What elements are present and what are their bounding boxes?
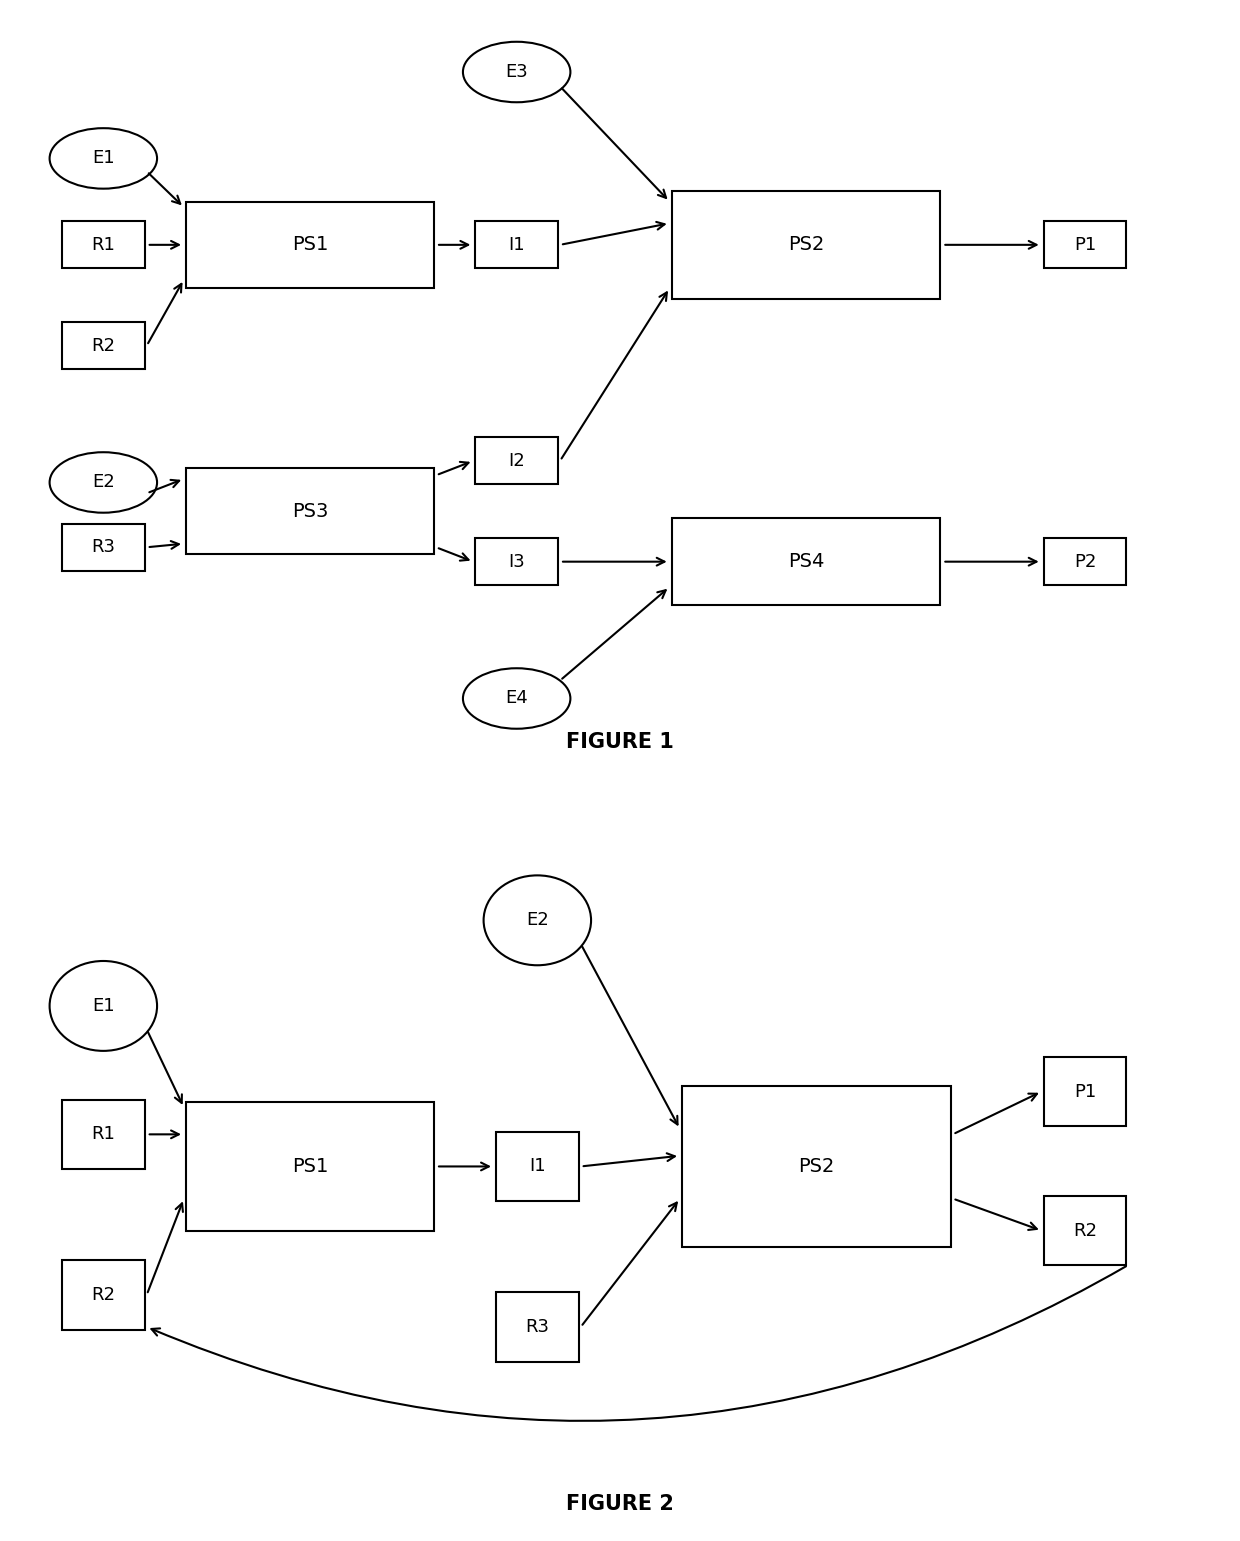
Text: PS3: PS3: [291, 502, 329, 521]
Ellipse shape: [50, 128, 157, 188]
Text: R1: R1: [92, 236, 115, 254]
Bar: [682, 1086, 951, 1247]
Text: PS4: PS4: [787, 552, 825, 572]
Bar: [475, 538, 558, 586]
Ellipse shape: [463, 669, 570, 729]
Text: E2: E2: [92, 473, 115, 492]
Bar: [62, 322, 145, 368]
Bar: [1044, 1196, 1126, 1265]
Text: E1: E1: [92, 997, 114, 1016]
Bar: [62, 1261, 145, 1330]
Text: R1: R1: [92, 1125, 115, 1143]
Text: I1: I1: [529, 1157, 546, 1176]
Text: PS1: PS1: [291, 236, 329, 254]
Bar: [1044, 538, 1126, 586]
Bar: [672, 191, 940, 299]
Bar: [186, 1102, 434, 1231]
Text: P2: P2: [1074, 553, 1096, 570]
Text: PS2: PS2: [799, 1157, 835, 1176]
Bar: [496, 1131, 579, 1202]
Bar: [62, 222, 145, 268]
Text: E1: E1: [92, 149, 114, 168]
Ellipse shape: [50, 962, 157, 1051]
Text: PS2: PS2: [787, 236, 825, 254]
Ellipse shape: [50, 452, 157, 513]
Text: E3: E3: [505, 63, 528, 82]
Bar: [62, 524, 145, 570]
Text: PS1: PS1: [291, 1157, 329, 1176]
Text: E4: E4: [505, 689, 528, 707]
Text: R3: R3: [526, 1318, 549, 1336]
Text: R3: R3: [92, 538, 115, 556]
Bar: [62, 1100, 145, 1170]
Text: P1: P1: [1074, 1082, 1096, 1100]
Bar: [1044, 222, 1126, 268]
Bar: [475, 438, 558, 484]
Ellipse shape: [463, 42, 570, 102]
Text: R2: R2: [92, 1285, 115, 1304]
Bar: [186, 202, 434, 288]
Text: FIGURE 2: FIGURE 2: [567, 1493, 673, 1513]
Bar: [475, 222, 558, 268]
Text: R2: R2: [1073, 1222, 1097, 1239]
Bar: [1044, 1057, 1126, 1126]
Text: R2: R2: [92, 336, 115, 354]
Text: P1: P1: [1074, 236, 1096, 254]
Ellipse shape: [484, 875, 591, 965]
Text: I1: I1: [508, 236, 525, 254]
Text: E2: E2: [526, 911, 549, 929]
Text: I3: I3: [508, 553, 525, 570]
Bar: [672, 518, 940, 606]
Bar: [186, 468, 434, 555]
Bar: [496, 1293, 579, 1362]
Text: I2: I2: [508, 452, 525, 470]
Text: FIGURE 1: FIGURE 1: [567, 732, 673, 752]
